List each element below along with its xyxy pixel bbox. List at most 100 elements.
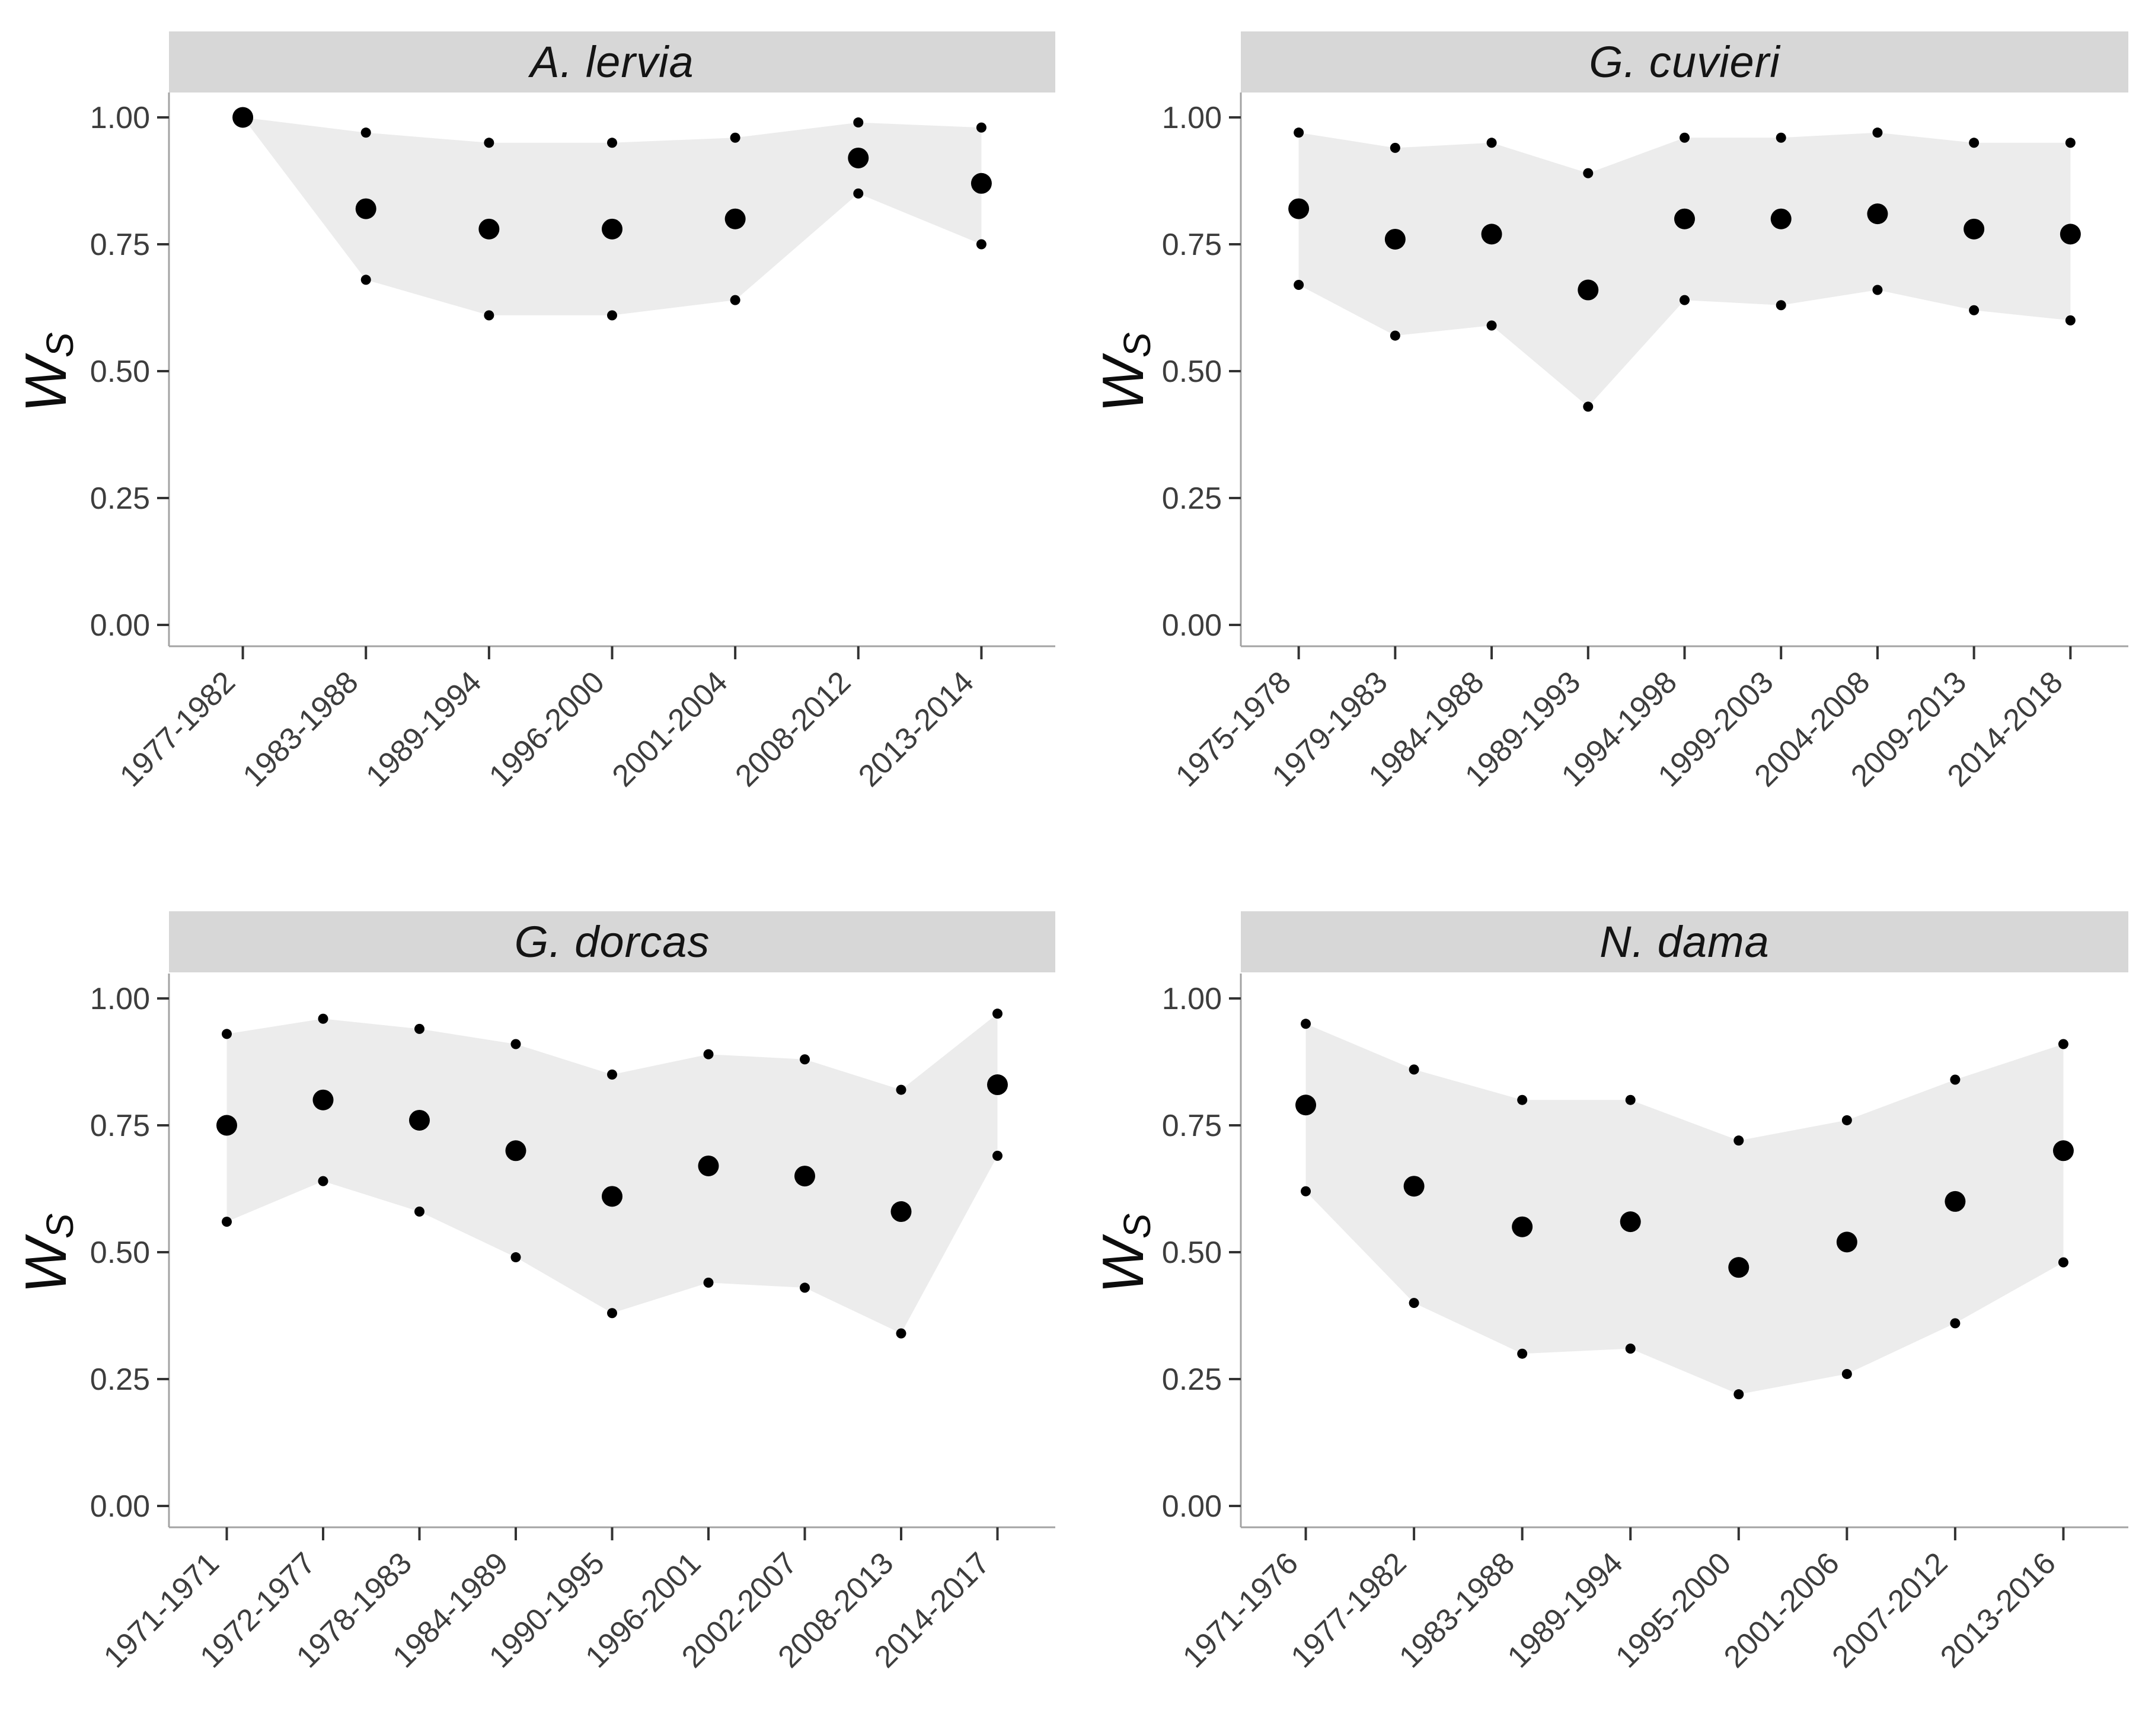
mean-point xyxy=(890,1201,912,1223)
mean-point xyxy=(1481,224,1502,245)
x-tick-label: 1989-1994 xyxy=(359,665,488,793)
lower-bound-point xyxy=(1776,300,1786,311)
lower-bound-point xyxy=(1390,330,1400,341)
lower-bound-point xyxy=(1301,1186,1311,1196)
mean-point xyxy=(312,1089,334,1110)
upper-bound-point xyxy=(1872,127,1883,138)
x-tick-label: 2013-2016 xyxy=(1934,1546,2063,1674)
upper-bound-point xyxy=(222,1029,232,1039)
y-tick-label: 0.50 xyxy=(1162,1236,1222,1270)
mean-point xyxy=(232,107,254,128)
x-tick-label: 1983-1988 xyxy=(1393,1546,1521,1674)
lower-bound-point xyxy=(976,239,986,250)
lower-bound-point xyxy=(607,310,617,321)
upper-bound-point xyxy=(1733,1135,1744,1146)
lower-bound-point xyxy=(318,1176,328,1186)
lower-bound-point xyxy=(2058,1257,2068,1268)
mean-point xyxy=(848,147,869,168)
lower-bound-point xyxy=(703,1277,714,1288)
upper-bound-point xyxy=(360,127,371,138)
x-tick-label: 1983-1988 xyxy=(237,665,365,793)
lower-bound-point xyxy=(1680,295,1690,305)
upper-bound-point xyxy=(318,1013,328,1024)
facet-strip-title: G. dorcas xyxy=(514,917,710,966)
plot-area-g-cuvieri: 1.000.750.500.250.001975-19781979-198319… xyxy=(1162,92,2128,793)
mean-point xyxy=(1867,203,1888,225)
mean-point xyxy=(1384,228,1406,250)
upper-bound-point xyxy=(1969,138,1980,148)
upper-bound-point xyxy=(1390,142,1400,153)
plot-area-g-dorcas: 1.000.750.500.250.001971-19711972-197719… xyxy=(90,974,1055,1674)
upper-bound-point xyxy=(703,1049,714,1060)
mean-point xyxy=(1403,1176,1425,1197)
mean-point xyxy=(724,208,746,229)
y-tick-label: 1.00 xyxy=(1162,101,1222,135)
y-tick-label: 0.25 xyxy=(90,1362,150,1397)
mean-point xyxy=(698,1155,719,1176)
facet-strip-title: A. lervia xyxy=(530,37,694,87)
mean-point xyxy=(2060,224,2081,245)
facet-strip-title: N. dama xyxy=(1600,917,1770,966)
lower-bound-point xyxy=(1733,1389,1744,1400)
y-tick-label: 0.00 xyxy=(1162,608,1222,643)
mean-point xyxy=(794,1166,815,1187)
upper-bound-point xyxy=(1776,132,1786,143)
x-tick-label: 2001-2004 xyxy=(606,665,735,793)
upper-bound-point xyxy=(607,138,617,148)
upper-bound-point xyxy=(730,132,740,143)
mean-point xyxy=(987,1074,1008,1096)
x-tick-label: 1995-2000 xyxy=(1609,1546,1738,1674)
lower-bound-point xyxy=(510,1252,521,1263)
mean-point xyxy=(1295,1094,1317,1116)
y-tick-label: 0.75 xyxy=(90,1109,150,1143)
upper-bound-point xyxy=(414,1023,424,1034)
upper-bound-point xyxy=(1294,127,1304,138)
x-tick-label: 2013-2014 xyxy=(852,665,981,793)
upper-bound-point xyxy=(1486,138,1497,148)
mean-point xyxy=(1836,1231,1857,1253)
y-tick-label: 0.75 xyxy=(1162,1109,1222,1143)
facet-strip: G. cuvieri xyxy=(1241,31,2128,92)
x-tick-label: 1996-2000 xyxy=(483,665,611,793)
mean-point xyxy=(970,173,992,194)
mean-point xyxy=(1728,1257,1749,1278)
mean-point xyxy=(505,1140,526,1161)
y-tick-label: 0.50 xyxy=(1162,355,1222,389)
x-tick-label: 1977-1982 xyxy=(1285,1546,1413,1674)
facet-strip-title: G. cuvieri xyxy=(1589,37,1780,87)
upper-bound-point xyxy=(2058,1039,2068,1049)
x-tick-label: 2008-2012 xyxy=(729,665,857,793)
y-tick-label: 0.25 xyxy=(1162,1362,1222,1397)
y-tick-label: 1.00 xyxy=(1162,982,1222,1016)
y-tick-label: 0.25 xyxy=(90,481,150,516)
lower-bound-point xyxy=(607,1308,617,1319)
lower-bound-point xyxy=(992,1150,1003,1161)
upper-bound-point xyxy=(2065,138,2076,148)
lower-bound-point xyxy=(1625,1344,1636,1354)
lower-bound-point xyxy=(896,1328,906,1339)
upper-bound-point xyxy=(1301,1019,1311,1029)
facet-strip: G. dorcas xyxy=(169,911,1055,972)
upper-bound-point xyxy=(800,1054,810,1065)
y-tick-label: 0.75 xyxy=(90,228,150,262)
lower-bound-point xyxy=(360,275,371,285)
x-tick-label: 2007-2012 xyxy=(1826,1546,1955,1674)
x-tick-label: 2001-2006 xyxy=(1717,1546,1846,1674)
y-tick-label: 0.50 xyxy=(90,355,150,389)
y-tick-label: 0.75 xyxy=(1162,228,1222,262)
y-tick-label: 0.00 xyxy=(90,608,150,643)
upper-bound-point xyxy=(896,1084,906,1095)
x-tick-label: 1989-1994 xyxy=(1501,1546,1630,1674)
upper-bound-point xyxy=(992,1009,1003,1019)
upper-bound-point xyxy=(1625,1094,1636,1105)
lower-bound-point xyxy=(800,1282,810,1293)
lower-bound-point xyxy=(2065,315,2076,326)
upper-bound-point xyxy=(1950,1074,1961,1085)
mean-point xyxy=(409,1109,430,1131)
upper-bound-point xyxy=(1517,1094,1528,1105)
lower-bound-point xyxy=(484,310,494,321)
upper-bound-point xyxy=(607,1069,617,1080)
